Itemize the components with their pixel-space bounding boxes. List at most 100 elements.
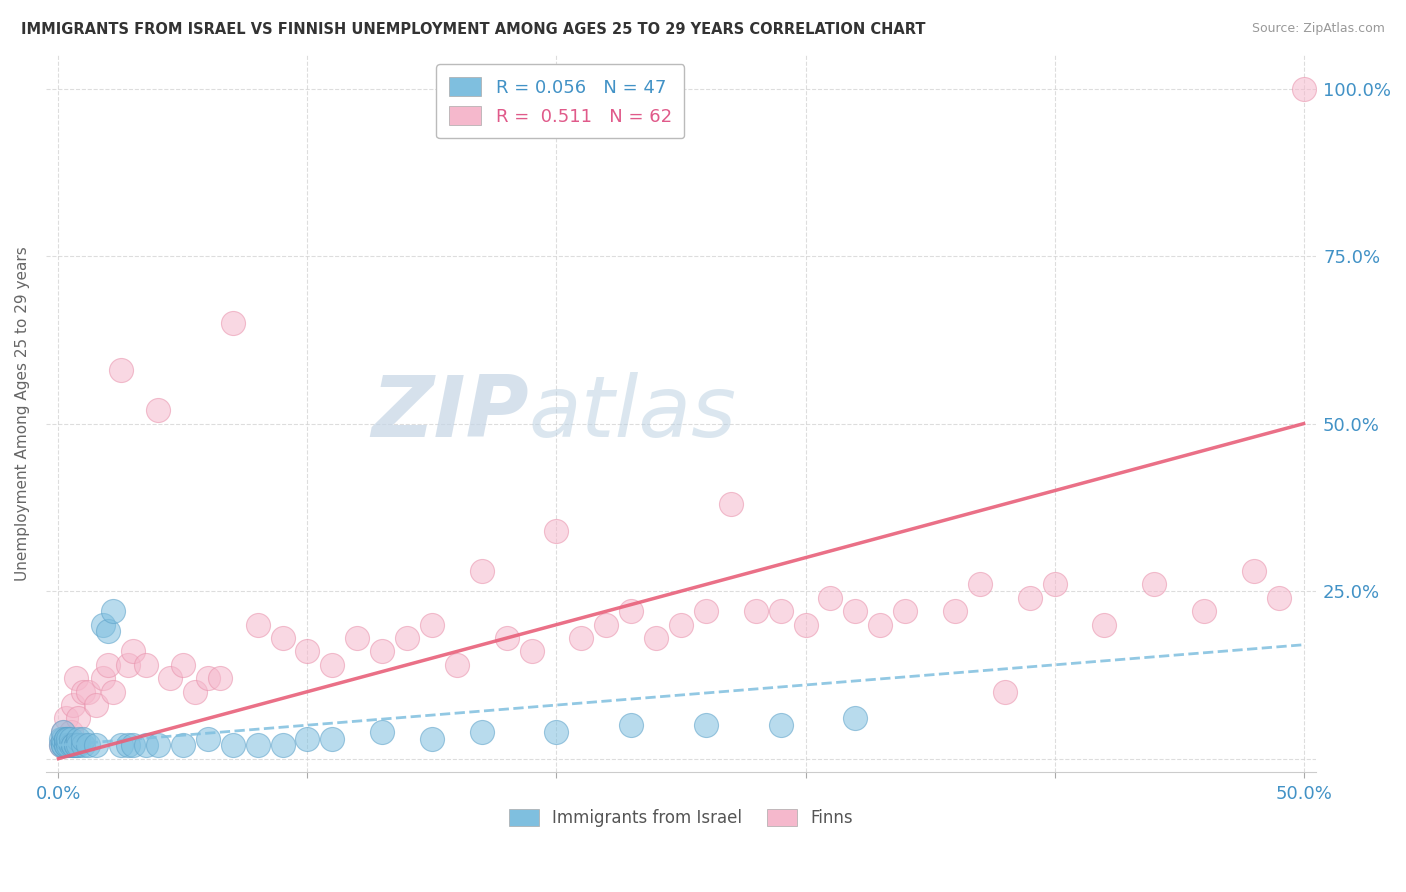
Point bbox=[62, 738, 84, 752]
Point bbox=[894, 604, 917, 618]
Point bbox=[55, 738, 77, 752]
Point bbox=[794, 617, 817, 632]
Point bbox=[620, 604, 643, 618]
Point bbox=[67, 731, 90, 746]
Point bbox=[52, 724, 75, 739]
Point bbox=[52, 738, 75, 752]
Point bbox=[495, 631, 517, 645]
Point bbox=[346, 631, 368, 645]
Point bbox=[321, 657, 343, 672]
Point bbox=[1292, 81, 1315, 95]
Point bbox=[84, 698, 107, 712]
Point bbox=[59, 724, 82, 739]
Point bbox=[49, 738, 72, 752]
Point bbox=[159, 671, 181, 685]
Point bbox=[1092, 617, 1115, 632]
Point bbox=[396, 631, 419, 645]
Point bbox=[1018, 591, 1040, 605]
Point bbox=[117, 738, 139, 752]
Point bbox=[49, 738, 72, 752]
Point bbox=[84, 738, 107, 752]
Point bbox=[58, 731, 80, 746]
Point bbox=[546, 524, 568, 538]
Point bbox=[97, 657, 120, 672]
Point bbox=[271, 631, 294, 645]
Point bbox=[65, 738, 87, 752]
Point bbox=[97, 624, 120, 639]
Point bbox=[744, 604, 766, 618]
Point bbox=[420, 731, 443, 746]
Point bbox=[246, 738, 269, 752]
Text: IMMIGRANTS FROM ISRAEL VS FINNISH UNEMPLOYMENT AMONG AGES 25 TO 29 YEARS CORRELA: IMMIGRANTS FROM ISRAEL VS FINNISH UNEMPL… bbox=[21, 22, 925, 37]
Point bbox=[844, 604, 866, 618]
Point bbox=[172, 738, 194, 752]
Point bbox=[117, 657, 139, 672]
Point bbox=[720, 497, 742, 511]
Point bbox=[103, 604, 125, 618]
Point bbox=[65, 671, 87, 685]
Point bbox=[65, 738, 87, 752]
Y-axis label: Unemployment Among Ages 25 to 29 years: Unemployment Among Ages 25 to 29 years bbox=[15, 246, 30, 581]
Point bbox=[62, 738, 84, 752]
Point bbox=[110, 738, 132, 752]
Point bbox=[146, 403, 169, 417]
Point bbox=[1192, 604, 1215, 618]
Point bbox=[110, 363, 132, 377]
Point bbox=[122, 644, 145, 658]
Point bbox=[520, 644, 543, 658]
Point bbox=[62, 698, 84, 712]
Point bbox=[620, 718, 643, 732]
Point bbox=[844, 711, 866, 725]
Point bbox=[969, 577, 991, 591]
Point bbox=[55, 731, 77, 746]
Point bbox=[52, 731, 75, 746]
Point bbox=[371, 644, 394, 658]
Point bbox=[146, 738, 169, 752]
Point bbox=[371, 724, 394, 739]
Point bbox=[297, 731, 319, 746]
Point bbox=[571, 631, 593, 645]
Point bbox=[77, 738, 100, 752]
Point bbox=[55, 731, 77, 746]
Point bbox=[135, 738, 157, 752]
Point bbox=[58, 738, 80, 752]
Point bbox=[197, 731, 219, 746]
Point bbox=[769, 604, 792, 618]
Point bbox=[122, 738, 145, 752]
Point bbox=[209, 671, 232, 685]
Point bbox=[446, 657, 468, 672]
Point bbox=[222, 316, 245, 330]
Point bbox=[321, 731, 343, 746]
Point bbox=[91, 671, 114, 685]
Point bbox=[769, 718, 792, 732]
Point bbox=[546, 724, 568, 739]
Point bbox=[695, 718, 717, 732]
Point bbox=[246, 617, 269, 632]
Point bbox=[49, 731, 72, 746]
Point bbox=[994, 684, 1017, 698]
Point bbox=[820, 591, 842, 605]
Point bbox=[72, 731, 94, 746]
Point bbox=[869, 617, 891, 632]
Point bbox=[52, 738, 75, 752]
Point bbox=[103, 684, 125, 698]
Point bbox=[222, 738, 245, 752]
Point bbox=[1243, 564, 1265, 578]
Legend: Immigrants from Israel, Finns: Immigrants from Israel, Finns bbox=[501, 801, 862, 836]
Point bbox=[184, 684, 207, 698]
Point bbox=[197, 671, 219, 685]
Point bbox=[67, 738, 90, 752]
Point bbox=[420, 617, 443, 632]
Point bbox=[172, 657, 194, 672]
Text: Source: ZipAtlas.com: Source: ZipAtlas.com bbox=[1251, 22, 1385, 36]
Point bbox=[72, 684, 94, 698]
Point bbox=[52, 724, 75, 739]
Point bbox=[645, 631, 668, 645]
Point bbox=[59, 738, 82, 752]
Point bbox=[72, 738, 94, 752]
Point bbox=[91, 617, 114, 632]
Point bbox=[471, 564, 494, 578]
Text: atlas: atlas bbox=[529, 372, 737, 455]
Point bbox=[1267, 591, 1289, 605]
Point bbox=[77, 684, 100, 698]
